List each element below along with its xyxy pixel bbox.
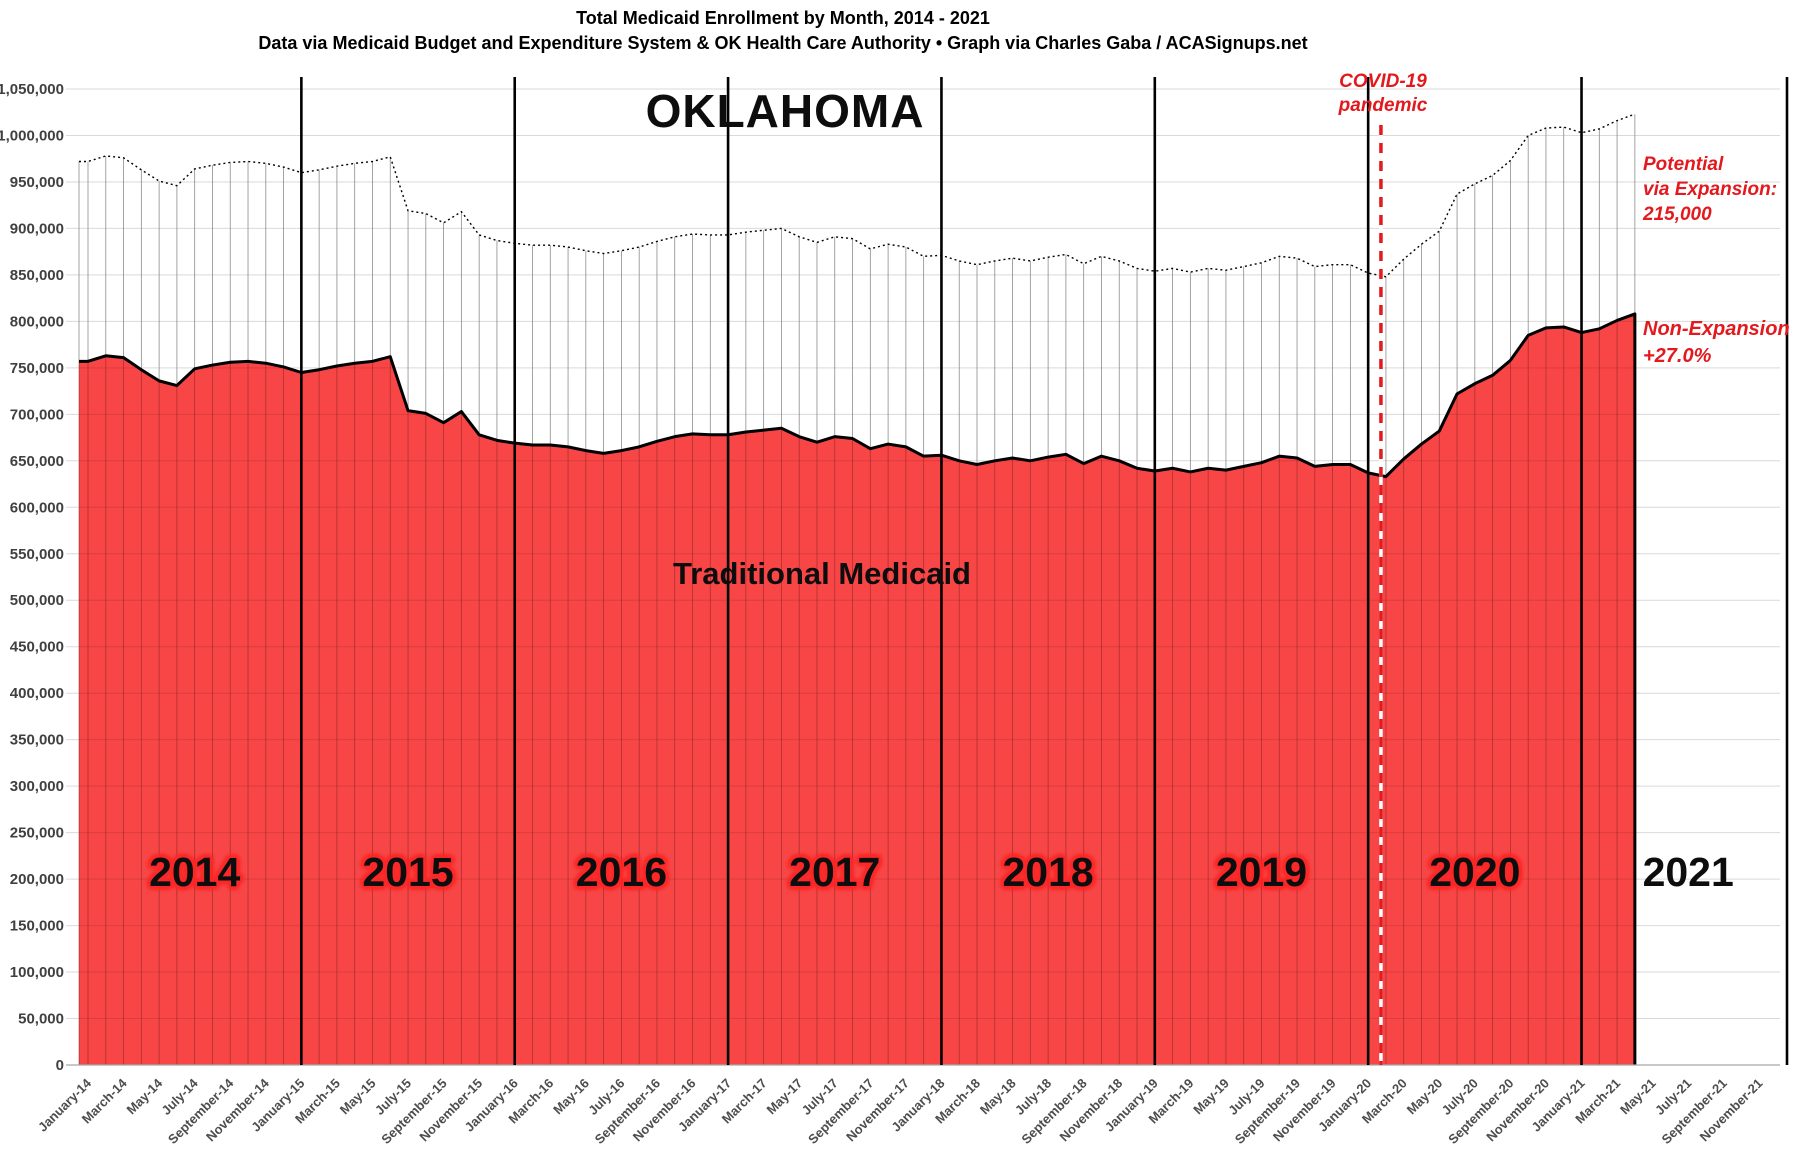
y-tick-label: 350,000 (10, 732, 64, 749)
year-label-2019: 2019 (1215, 849, 1308, 895)
y-tick-label: 1,000,000 (0, 127, 64, 144)
potential-expansion-annotation: Potential via Expansion: 215,000 (1643, 152, 1777, 227)
y-tick-label: 250,000 (10, 825, 64, 842)
y-tick-label: 600,000 (10, 499, 64, 516)
y-tick-label: 300,000 (10, 778, 64, 795)
y-tick-label: 500,000 (10, 592, 64, 609)
y-tick-label: 800,000 (10, 313, 64, 330)
chart-title: Total Medicaid Enrollment by Month, 2014… (576, 8, 990, 28)
y-tick-label: 650,000 (10, 453, 64, 470)
non-expansion-line1: Non-Expansion (1643, 318, 1790, 340)
x-tick-label: May-20 (1404, 1076, 1446, 1118)
x-tick-label: May-19 (1190, 1076, 1232, 1118)
y-tick-label: 200,000 (10, 871, 64, 888)
y-tick-label: 150,000 (10, 918, 64, 935)
x-tick-label: May-16 (550, 1076, 592, 1118)
x-tick-label: May-14 (123, 1075, 165, 1117)
y-tick-label: 0 (56, 1057, 64, 1074)
year-label-2014: 2014 (149, 849, 241, 895)
y-tick-label: 950,000 (10, 174, 64, 191)
y-tick-label: 1,050,000 (0, 81, 64, 98)
x-tick-label: November-21 (1697, 1076, 1766, 1145)
y-tick-label: 50,000 (18, 1011, 64, 1028)
year-label-2020: 2020 (1429, 849, 1521, 895)
potential-line3: 215,000 (1643, 204, 1712, 225)
y-tick-label: 100,000 (10, 964, 64, 981)
potential-line1: Potential (1643, 154, 1724, 175)
year-label-2018: 2018 (1002, 849, 1094, 895)
covid-annotation: COVID-19 pandemic (1339, 70, 1428, 118)
state-label: OKLAHOMA (645, 85, 925, 137)
y-tick-label: 400,000 (10, 685, 64, 702)
y-tick-label: 450,000 (10, 639, 64, 656)
y-tick-label: 550,000 (10, 546, 64, 563)
chart-subtitle: Data via Medicaid Budget and Expenditure… (258, 33, 1308, 53)
x-tick-label: May-17 (764, 1076, 806, 1118)
x-tick-label: May-15 (337, 1076, 379, 1118)
y-tick-label: 750,000 (10, 360, 64, 377)
non-expansion-line2: +27.0% (1643, 345, 1712, 367)
potential-line2: via Expansion: (1643, 179, 1778, 200)
x-tick-label: May-21 (1617, 1076, 1659, 1118)
x-tick-label: May-18 (977, 1076, 1019, 1118)
potential-expansion-dotted-line (79, 113, 1636, 278)
year-label-2021: 2021 (1642, 849, 1734, 895)
traditional-medicaid-outline (79, 312, 1637, 1065)
covid-annotation-line1: COVID-19 (1339, 71, 1427, 92)
year-label-2016: 2016 (575, 849, 667, 895)
year-label-2017: 2017 (789, 849, 881, 895)
year-label-2015: 2015 (362, 849, 454, 895)
traditional-medicaid-label: Traditional Medicaid (673, 556, 971, 591)
covid-annotation-line2: pandemic (1338, 95, 1428, 116)
traditional-medicaid-area (79, 313, 1635, 1066)
y-tick-label: 900,000 (10, 220, 64, 237)
y-tick-label: 700,000 (10, 406, 64, 423)
y-tick-label: 850,000 (10, 267, 64, 284)
non-expansion-annotation: Non-Expansion +27.0% (1643, 316, 1790, 370)
x-tick-label: January-14 (35, 1075, 95, 1135)
